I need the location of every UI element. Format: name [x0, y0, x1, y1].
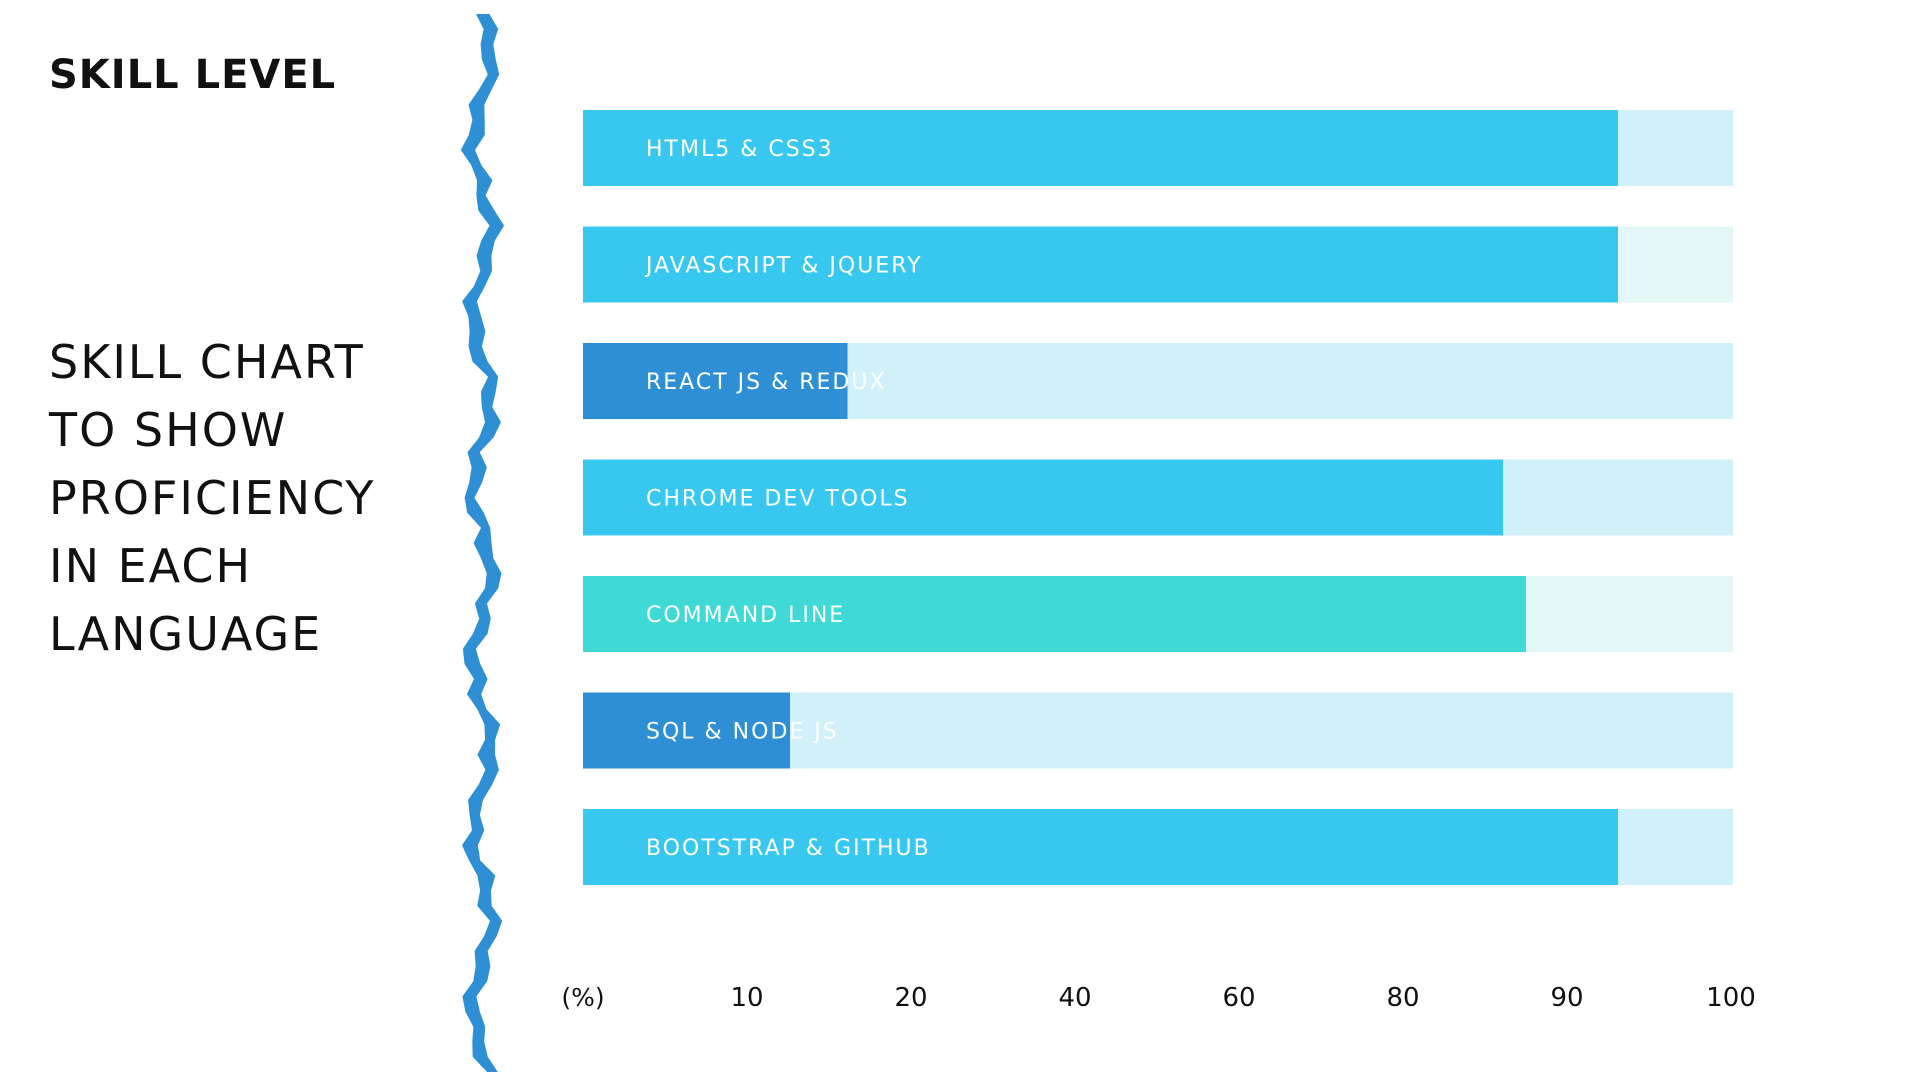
- bar: [583, 110, 1618, 186]
- bar-label: REACT JS & REDUX: [646, 370, 887, 395]
- bar: [583, 809, 1618, 885]
- x-tick-label: 20: [894, 983, 927, 1013]
- bar-label: BOOTSTRAP & GITHUB: [646, 836, 931, 861]
- bar-label: SQL & NODE JS: [646, 720, 839, 745]
- description-line: PROFICIENCY: [49, 471, 376, 525]
- description-line: TO SHOW: [49, 403, 288, 457]
- bar: [583, 576, 1526, 652]
- brush-stroke-path: [460, 14, 505, 1072]
- chart-description: SKILL CHART TO SHOW PROFICIENCY IN EACH …: [49, 328, 376, 668]
- x-tick-label: 60: [1222, 983, 1255, 1013]
- bar: [583, 343, 848, 419]
- x-tick-label: 100: [1706, 983, 1756, 1013]
- description-line: SKILL CHART: [49, 335, 365, 389]
- bar: [583, 226, 1618, 303]
- bar-label: JAVASCRIPT & JQUERY: [644, 254, 923, 279]
- x-tick-label: 80: [1386, 983, 1419, 1013]
- bar-label: CHROME DEV TOOLS: [646, 487, 910, 512]
- x-tick-label: 90: [1550, 983, 1583, 1013]
- x-axis-unit-label: (%): [561, 983, 604, 1012]
- bar: [583, 692, 790, 769]
- brush-stroke-divider: [460, 14, 505, 1072]
- bar-label: HTML5 & CSS3: [646, 137, 834, 162]
- page-heading: SKILL LEVEL: [49, 52, 337, 98]
- x-tick-label: 10: [730, 983, 763, 1013]
- bar: [583, 459, 1503, 536]
- bar-label: COMMAND LINE: [646, 603, 845, 628]
- description-line: LANGUAGE: [49, 607, 323, 661]
- x-tick-label: 40: [1058, 983, 1091, 1013]
- description-line: IN EACH: [49, 539, 253, 593]
